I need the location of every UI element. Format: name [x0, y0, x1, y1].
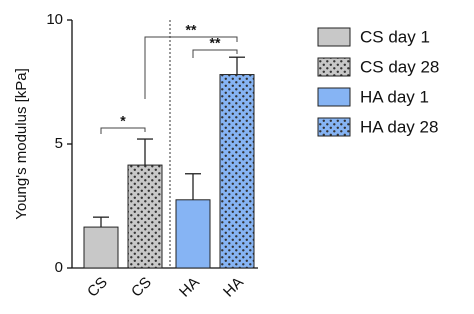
- legend-label: HA day 1: [360, 87, 429, 106]
- significance-bracket: [192, 49, 238, 58]
- x-tick-label: HA: [176, 274, 203, 301]
- x-tick-label: CS: [84, 274, 111, 301]
- bar: [175, 199, 211, 269]
- legend-label: CS day 28: [360, 57, 439, 76]
- legend-label: CS day 1: [360, 27, 430, 46]
- legend-label: HA day 28: [360, 117, 438, 136]
- bar: [83, 226, 119, 269]
- legend-swatch: [317, 57, 351, 77]
- x-tick-label: HA: [220, 274, 247, 301]
- legend-swatch: [317, 27, 351, 47]
- significance-label: **: [186, 22, 197, 38]
- legend-swatch: [317, 117, 351, 137]
- x-tick-label: CS: [128, 274, 155, 301]
- significance-label: *: [120, 113, 126, 129]
- y-tick-label: 10: [46, 11, 63, 28]
- significance-bracket: [100, 127, 146, 134]
- significance-label: **: [210, 35, 221, 51]
- bar: [127, 164, 163, 269]
- legend-swatch: [317, 87, 351, 107]
- significance-bracket: [144, 36, 238, 99]
- y-tick-label: 0: [55, 259, 63, 276]
- y-tick-label: 5: [55, 135, 63, 152]
- bar: [219, 74, 255, 269]
- y-axis-label: Young's modulus [kPa]: [13, 68, 30, 220]
